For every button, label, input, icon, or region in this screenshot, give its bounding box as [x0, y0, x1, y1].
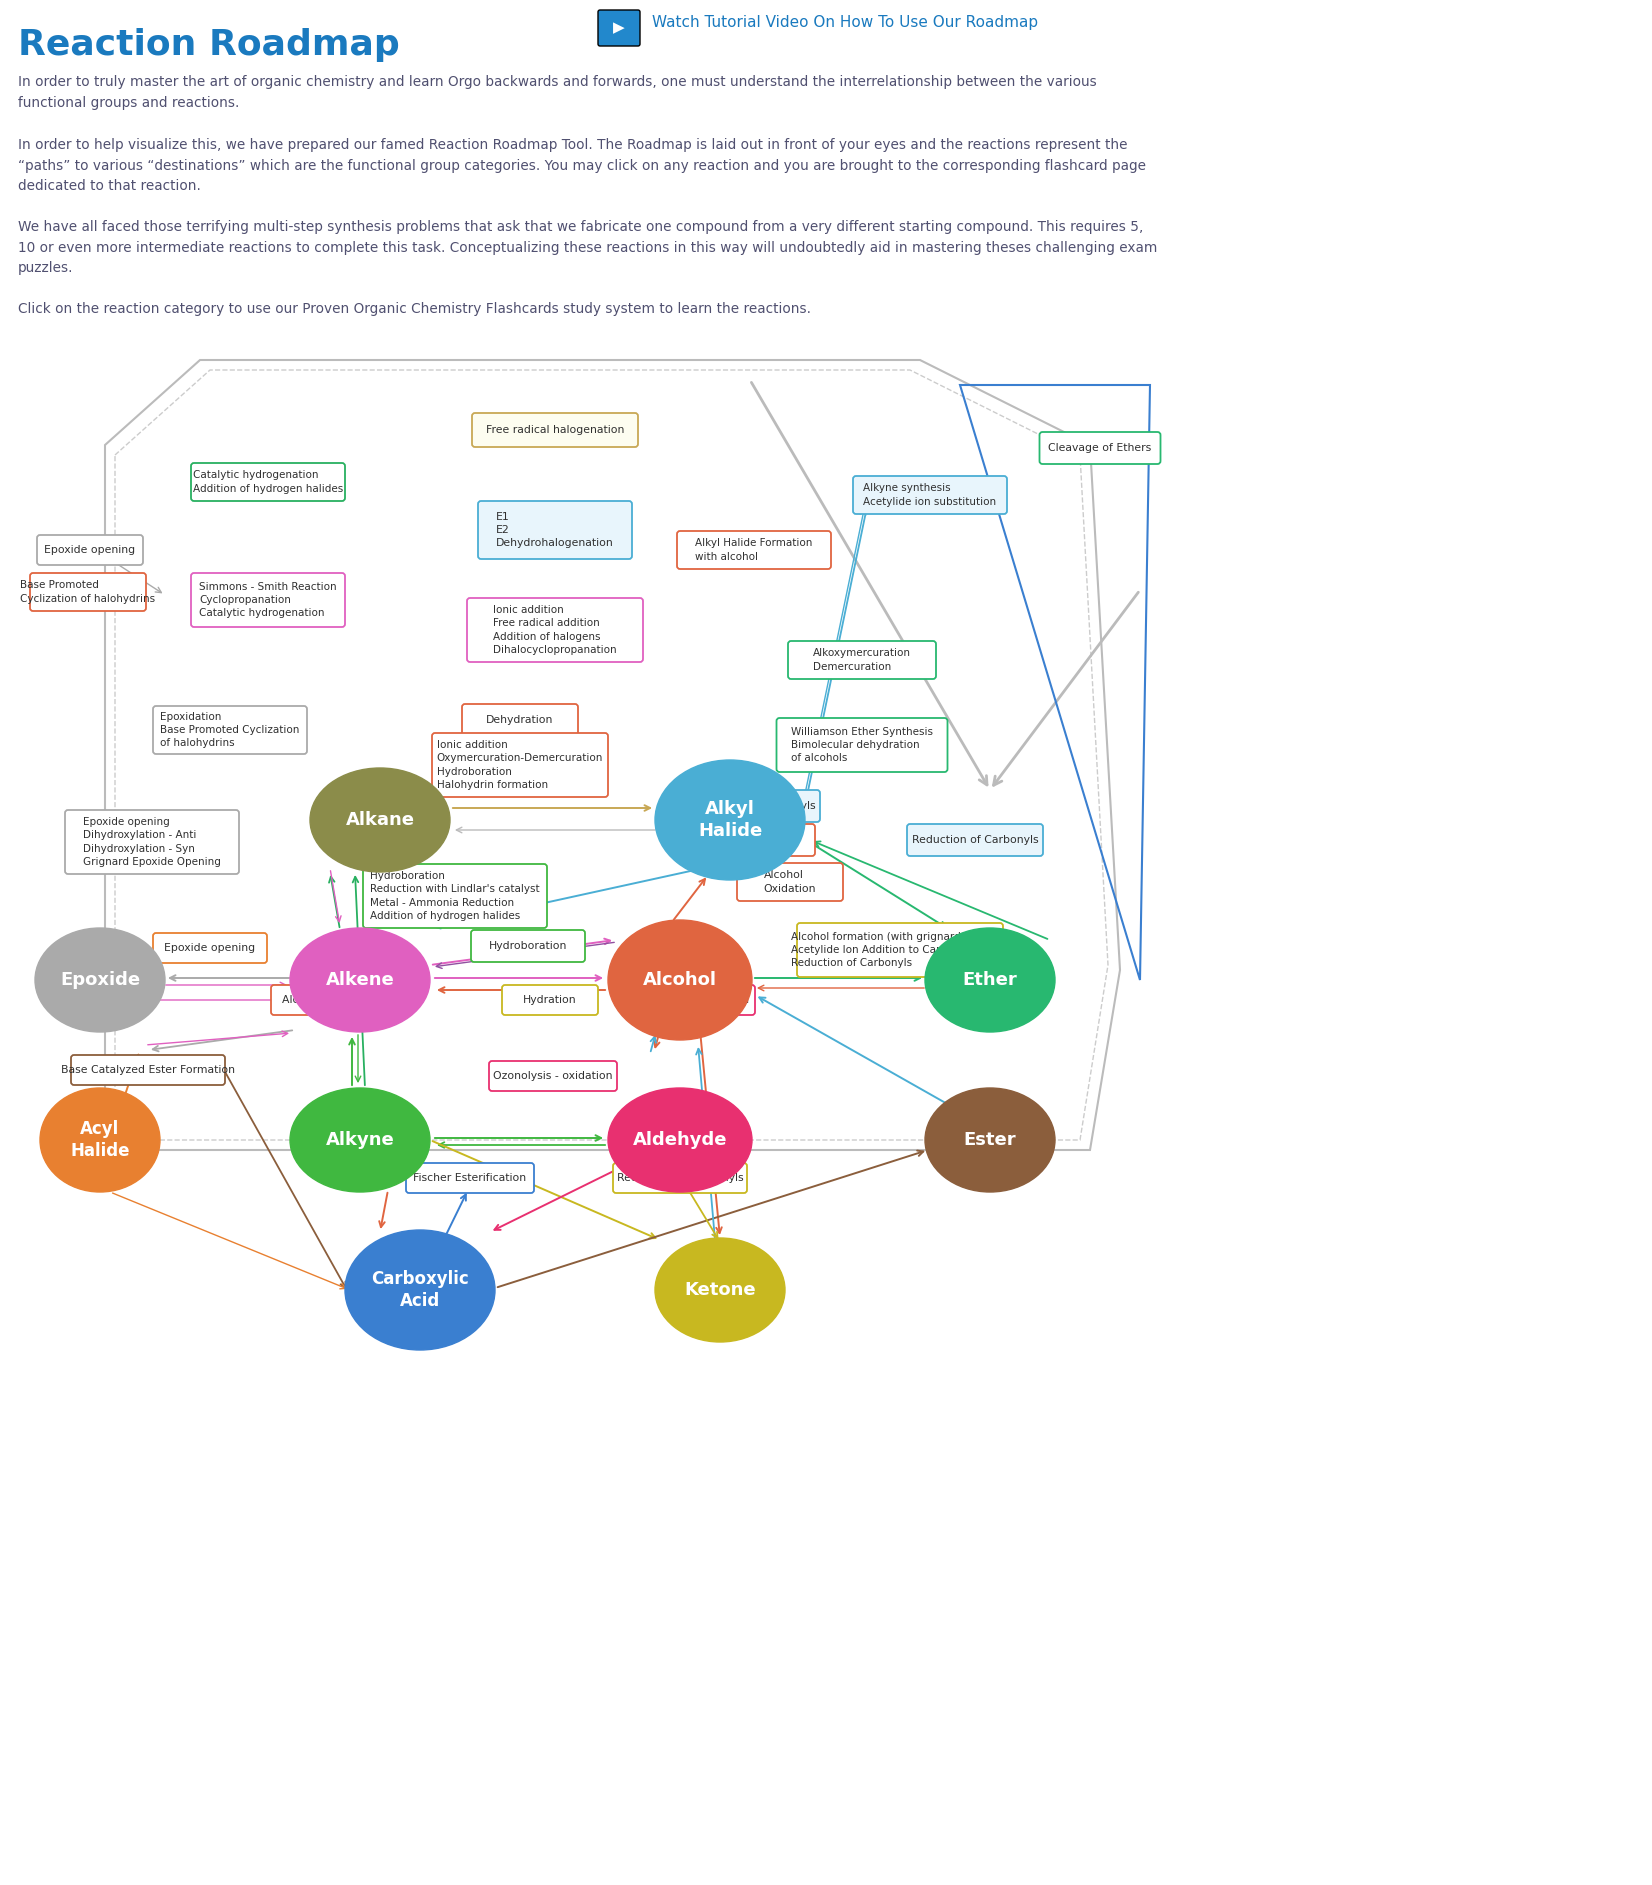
- FancyBboxPatch shape: [433, 733, 608, 797]
- Text: Ozonolysis - oxidation: Ozonolysis - oxidation: [494, 1071, 613, 1080]
- FancyBboxPatch shape: [30, 573, 145, 611]
- Text: Hydration: Hydration: [524, 995, 577, 1005]
- FancyBboxPatch shape: [463, 703, 578, 735]
- Text: Epoxide opening
Dihydroxylation - Anti
Dihydroxylation - Syn
Grignard Epoxide Op: Epoxide opening Dihydroxylation - Anti D…: [83, 818, 221, 867]
- Text: Alcohol Oxidation: Alcohol Oxidation: [704, 835, 800, 844]
- Text: Base Promoted
Cyclization of halohydrins: Base Promoted Cyclization of halohydrins: [20, 581, 155, 603]
- Text: In order to truly master the art of organic chemistry and learn Orgo backwards a: In order to truly master the art of orga…: [18, 75, 1097, 109]
- FancyBboxPatch shape: [468, 598, 643, 662]
- FancyBboxPatch shape: [64, 811, 240, 875]
- Text: Alcohol formation (with grignard reagent)
Acetylide Ion Addition to Carbonyl Gro: Alcohol formation (with grignard reagent…: [791, 931, 1009, 969]
- Text: Reduction of Carbonyls: Reduction of Carbonyls: [689, 801, 816, 811]
- Text: Simmons - Smith Reaction
Cyclopropanation
Catalytic hydrogenation: Simmons - Smith Reaction Cyclopropanatio…: [200, 582, 337, 618]
- Text: Reduction of Carbonyls: Reduction of Carbonyls: [912, 835, 1039, 844]
- Text: Ozonolysis - reduction: Ozonolysis - reduction: [628, 995, 748, 1005]
- Text: Aldehyde: Aldehyde: [633, 1131, 727, 1150]
- FancyBboxPatch shape: [776, 718, 948, 773]
- Text: Epoxide opening: Epoxide opening: [165, 942, 256, 954]
- FancyBboxPatch shape: [788, 641, 937, 679]
- FancyBboxPatch shape: [36, 535, 144, 566]
- FancyBboxPatch shape: [598, 9, 639, 45]
- Text: Alkyne: Alkyne: [325, 1131, 395, 1150]
- FancyBboxPatch shape: [406, 1163, 534, 1193]
- FancyBboxPatch shape: [477, 501, 633, 560]
- FancyBboxPatch shape: [472, 413, 638, 447]
- Text: Alkyl Halide Formation
with alcohol: Alkyl Halide Formation with alcohol: [695, 539, 813, 562]
- Text: Hydroboration
Reduction with Lindlar's catalyst
Metal - Ammonia Reduction
Additi: Hydroboration Reduction with Lindlar's c…: [370, 871, 540, 920]
- Ellipse shape: [291, 1088, 430, 1191]
- FancyBboxPatch shape: [613, 1163, 747, 1193]
- FancyBboxPatch shape: [737, 863, 843, 901]
- FancyBboxPatch shape: [154, 707, 307, 754]
- FancyBboxPatch shape: [907, 824, 1042, 856]
- Text: Alcohol - oxidation: Alcohol - oxidation: [282, 995, 383, 1005]
- Text: Free radical halogenation: Free radical halogenation: [486, 424, 624, 435]
- Text: Alcohol
Oxidation: Alcohol Oxidation: [763, 871, 816, 893]
- FancyBboxPatch shape: [1039, 432, 1160, 464]
- Text: Catalytic hydrogenation
Addition of hydrogen halides: Catalytic hydrogenation Addition of hydr…: [193, 471, 344, 494]
- Text: Alkane: Alkane: [345, 811, 415, 829]
- Ellipse shape: [608, 920, 752, 1041]
- FancyBboxPatch shape: [677, 532, 831, 569]
- Ellipse shape: [925, 1088, 1056, 1191]
- Text: Alkoxymercuration
Demercuration: Alkoxymercuration Demercuration: [813, 648, 910, 671]
- Text: Epoxide opening: Epoxide opening: [45, 545, 135, 554]
- Text: Ionic addition
Free radical addition
Addition of halogens
Dihalocyclopropanation: Ionic addition Free radical addition Add…: [494, 605, 616, 654]
- FancyBboxPatch shape: [502, 986, 598, 1014]
- Text: Watch Tutorial Video On How To Use Our Roadmap: Watch Tutorial Video On How To Use Our R…: [653, 15, 1037, 30]
- Text: In order to help visualize this, we have prepared our famed Reaction Roadmap Too: In order to help visualize this, we have…: [18, 138, 1146, 192]
- Text: We have all faced those terrifying multi-step synthesis problems that ask that w: We have all faced those terrifying multi…: [18, 221, 1158, 275]
- Text: Cleavage of Ethers: Cleavage of Ethers: [1049, 443, 1151, 452]
- Text: Epoxide: Epoxide: [59, 971, 140, 990]
- Text: Reduction of Carbonyls: Reduction of Carbonyls: [616, 1172, 743, 1184]
- Text: Alcohol: Alcohol: [643, 971, 717, 990]
- Ellipse shape: [654, 760, 805, 880]
- Text: Carboxylic
Acid: Carboxylic Acid: [372, 1270, 469, 1310]
- FancyBboxPatch shape: [192, 573, 345, 628]
- FancyBboxPatch shape: [71, 1056, 225, 1086]
- Ellipse shape: [35, 927, 165, 1031]
- Text: Click on the reaction category to use our Proven Organic Chemistry Flashcards st: Click on the reaction category to use ou…: [18, 302, 811, 317]
- Text: Base Catalyzed Ester Formation: Base Catalyzed Ester Formation: [61, 1065, 235, 1074]
- FancyBboxPatch shape: [796, 924, 1003, 976]
- Text: Hydroboration: Hydroboration: [489, 941, 567, 952]
- Text: Alkyl
Halide: Alkyl Halide: [697, 799, 762, 841]
- Text: Ester: Ester: [963, 1131, 1016, 1150]
- Ellipse shape: [311, 767, 449, 873]
- Ellipse shape: [925, 927, 1056, 1031]
- Text: Alkyne synthesis
Acetylide ion substitution: Alkyne synthesis Acetylide ion substitut…: [864, 483, 996, 507]
- Text: Fischer Esterification: Fischer Esterification: [413, 1172, 527, 1184]
- FancyBboxPatch shape: [852, 477, 1008, 515]
- Text: Reaction Roadmap: Reaction Roadmap: [18, 28, 400, 62]
- Text: E1
E2
Dehydrohalogenation: E1 E2 Dehydrohalogenation: [496, 513, 615, 549]
- FancyBboxPatch shape: [689, 824, 814, 856]
- Ellipse shape: [40, 1088, 160, 1191]
- Ellipse shape: [654, 1238, 785, 1342]
- FancyBboxPatch shape: [489, 1061, 616, 1091]
- Text: Williamson Ether Synthesis
Bimolecular dehydration
of alcohols: Williamson Ether Synthesis Bimolecular d…: [791, 728, 933, 763]
- FancyBboxPatch shape: [363, 863, 547, 927]
- Text: ▶: ▶: [613, 21, 624, 36]
- Ellipse shape: [608, 1088, 752, 1191]
- Ellipse shape: [345, 1231, 496, 1350]
- FancyBboxPatch shape: [621, 986, 755, 1014]
- FancyBboxPatch shape: [271, 986, 395, 1014]
- Text: Ketone: Ketone: [684, 1282, 757, 1299]
- FancyBboxPatch shape: [684, 790, 819, 822]
- FancyBboxPatch shape: [154, 933, 268, 963]
- Text: Dehydration: Dehydration: [486, 714, 553, 726]
- Text: Acyl
Halide: Acyl Halide: [71, 1120, 131, 1159]
- Text: Epoxidation
Base Promoted Cyclization
of halohydrins: Epoxidation Base Promoted Cyclization of…: [160, 713, 299, 748]
- Ellipse shape: [291, 927, 430, 1031]
- FancyBboxPatch shape: [471, 929, 585, 961]
- FancyBboxPatch shape: [192, 464, 345, 501]
- Text: Ionic addition
Oxymercuration-Demercuration
Hydroboration
Halohydrin formation: Ionic addition Oxymercuration-Demercurat…: [436, 741, 603, 790]
- Text: Alkene: Alkene: [325, 971, 395, 990]
- Text: Ether: Ether: [963, 971, 1018, 990]
